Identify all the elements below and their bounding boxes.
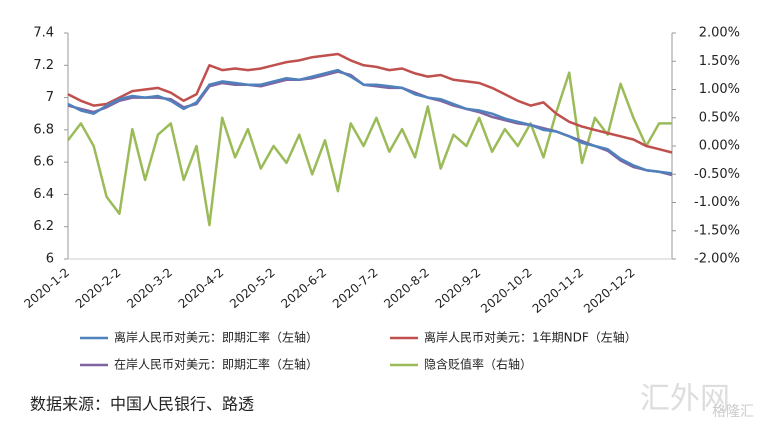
x-tick-label: 2020-5-2 (227, 265, 278, 311)
y2-tick-label: 2.00% (699, 26, 740, 41)
x-tick-label: 2020-9-2 (433, 265, 484, 311)
y-tick-label: 6 (46, 252, 54, 267)
legend-label: 离岸人民币对美元：1年期NDF（左轴） (424, 330, 637, 345)
x-tick-label: 2020-6-2 (278, 265, 329, 311)
y-tick-label: 7 (46, 90, 54, 105)
x-tick-label: 2020-1-2 (21, 265, 72, 311)
x-tick-label: 2020-4-2 (176, 265, 227, 311)
y2-tick-label: -1.00% (694, 195, 740, 210)
y2-tick-label: 0.50% (699, 110, 740, 125)
x-tick-label: 2020-8-2 (381, 265, 432, 311)
y2-tick-label: -0.50% (694, 167, 740, 182)
x-tick-label: 2020-3-2 (124, 265, 175, 311)
series-line (67, 52, 673, 154)
y-tick-label: 7.2 (33, 58, 54, 73)
y2-tick-label: 0.00% (699, 139, 740, 154)
y-tick-label: 6.2 (33, 219, 54, 234)
y-tick-label: 7.4 (33, 26, 54, 41)
y-tick-label: 6.4 (33, 187, 54, 202)
y-tick-label: 6.6 (33, 155, 54, 170)
legend-label: 隐含贬值率（右轴） (424, 357, 532, 372)
legend-label: 在岸人民币对美元：即期汇率（左轴） (114, 357, 318, 372)
source-note: 数据来源：中国人民银行、路透 (30, 395, 254, 414)
y2-tick-label: 1.00% (699, 82, 740, 97)
y-tick-label: 6.8 (33, 122, 54, 137)
watermark: 汇外网 (640, 382, 730, 417)
watermark: 格隆汇 (712, 404, 754, 420)
x-tick-label: 2020-11-2 (530, 265, 587, 316)
x-tick-label: 2020-7-2 (330, 265, 381, 311)
y2-tick-label: -1.50% (694, 223, 740, 238)
y2-tick-label: -2.00% (694, 252, 740, 267)
series-line (67, 68, 673, 175)
legend-label: 离岸人民币对美元：即期汇率（左轴） (114, 330, 318, 345)
x-tick-label: 2020-10-2 (478, 265, 535, 316)
x-tick-label: 2020-2-2 (73, 265, 124, 311)
x-tick-label: 2020-12-2 (581, 265, 638, 316)
y2-tick-label: 1.50% (699, 54, 740, 69)
series-line (67, 71, 672, 227)
